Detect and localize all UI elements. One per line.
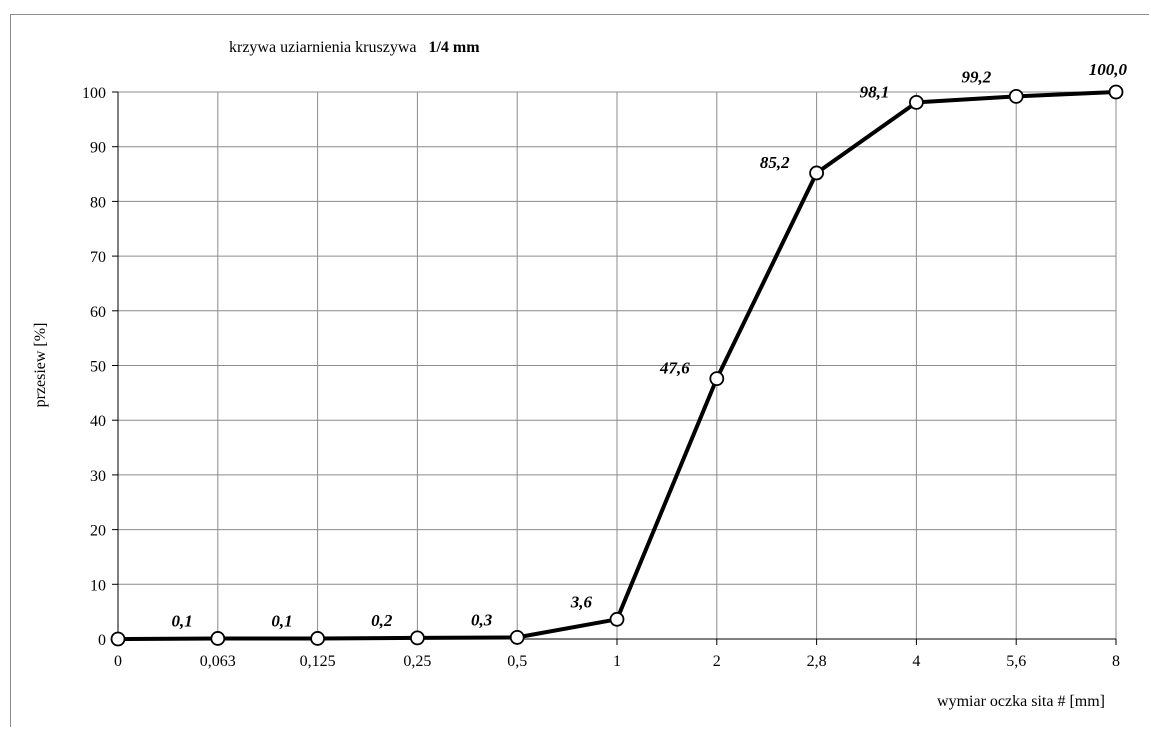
y-tick-label: 80 xyxy=(90,194,106,211)
x-tick-label: 0,5 xyxy=(507,653,527,670)
x-tick-label: 0,063 xyxy=(200,653,236,670)
y-tick-label: 60 xyxy=(90,304,106,321)
data-point xyxy=(210,631,226,646)
data-label: 0,3 xyxy=(471,610,493,629)
x-tick-label: 0,125 xyxy=(300,653,336,670)
x-tick-label: 0 xyxy=(114,653,122,670)
x-tick-label: 2 xyxy=(713,653,721,670)
chart-frame xyxy=(10,14,1149,727)
data-label: 3,6 xyxy=(570,592,593,611)
data-point xyxy=(809,165,824,181)
data-label: 0,1 xyxy=(172,611,193,630)
data-point xyxy=(709,371,725,387)
data-points xyxy=(110,84,1124,647)
data-label: 0,1 xyxy=(271,611,292,630)
x-tick-label: 0,25 xyxy=(403,653,431,670)
y-tick-label: 20 xyxy=(90,523,106,540)
y-tick-label: 10 xyxy=(90,577,106,594)
y-tick-label: 0 xyxy=(98,632,106,649)
data-label: 98,1 xyxy=(860,82,890,101)
y-tick-label: 30 xyxy=(90,468,106,485)
x-tick-label: 8 xyxy=(1112,653,1120,670)
y-tick-labels: 0 10 20 30 40 50 60 70 80 90 100 xyxy=(82,85,106,649)
y-tick-label: 90 xyxy=(90,140,106,157)
x-tick-labels: 0 0,063 0,125 0,25 0,5 1 2 2,8 4 5,6 8 xyxy=(114,653,1120,670)
data-label: 99,2 xyxy=(961,67,991,86)
grid-lines xyxy=(118,91,1117,639)
data-label: 47,6 xyxy=(659,359,690,378)
data-point xyxy=(1008,88,1024,104)
data-point xyxy=(1108,84,1124,100)
x-axis-label: wymiar oczka sita # [mm] xyxy=(937,693,1105,710)
axes xyxy=(112,91,1117,645)
data-point xyxy=(310,631,326,646)
chart-title: krzywa uziarnienia kruszywa 1/4 mm xyxy=(229,39,480,56)
x-tick-label: 1 xyxy=(613,653,621,670)
chart-title-text: krzywa uziarnienia kruszywa xyxy=(229,39,416,56)
chart-title-bold: 1/4 mm xyxy=(428,39,480,56)
data-point xyxy=(409,630,425,646)
data-point xyxy=(110,631,126,647)
y-tick-label: 40 xyxy=(90,413,106,430)
data-point xyxy=(609,611,625,627)
y-axis-label: przesiew [%] xyxy=(32,323,49,408)
data-label: 85,2 xyxy=(760,153,790,172)
x-tick-label: 4 xyxy=(912,653,920,670)
data-label: 100,0 xyxy=(1089,60,1128,79)
y-tick-label: 70 xyxy=(90,249,106,266)
data-labels: 0,1 0,1 0,2 0,3 3,6 47,6 85,2 98,1 99,2 100,0 xyxy=(172,60,1128,630)
data-point xyxy=(509,629,525,645)
x-tick-label: 5,6 xyxy=(1006,653,1026,670)
data-label: 0,2 xyxy=(371,611,393,630)
x-tick-label: 2,8 xyxy=(807,653,827,670)
y-tick-label: 100 xyxy=(82,85,106,102)
y-tick-label: 50 xyxy=(90,359,106,376)
data-point xyxy=(909,94,924,110)
